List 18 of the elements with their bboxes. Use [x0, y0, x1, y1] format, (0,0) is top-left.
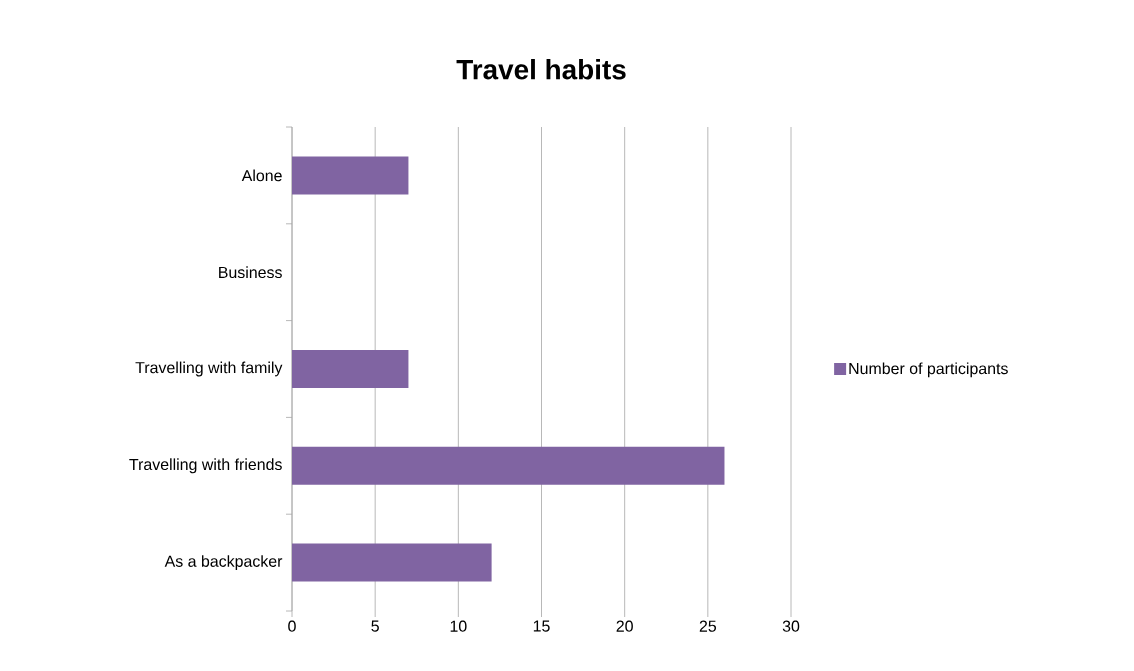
y-tick-label: Alone	[241, 169, 282, 182]
x-tick-label: 15	[533, 620, 550, 632]
x-tick-label: 0	[288, 620, 296, 632]
x-tick-label: 20	[616, 620, 633, 632]
bar	[292, 446, 725, 485]
bar	[292, 350, 409, 388]
y-tick-label: Business	[219, 266, 282, 279]
y-tick-label: Travelling with friends	[129, 458, 282, 474]
y-tick-label: Travelling with family	[135, 361, 283, 377]
x-tick-label: 25	[699, 620, 717, 632]
bar	[292, 543, 492, 582]
x-tick-label: 30	[782, 620, 800, 632]
x-tick-label: 10	[450, 620, 467, 632]
legend-label: Number of participants	[849, 362, 1008, 378]
bar	[292, 156, 409, 195]
x-tick-label: 5	[371, 620, 379, 632]
chart-title: Travel habits	[456, 59, 626, 80]
y-tick-label: As a backpacker	[164, 555, 283, 571]
